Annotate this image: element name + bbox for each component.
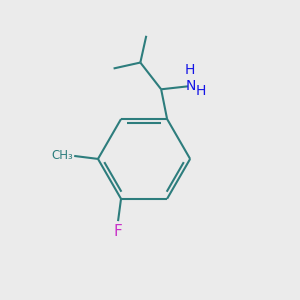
Text: H: H <box>184 63 195 77</box>
Text: N: N <box>186 79 196 93</box>
Text: H: H <box>196 84 206 98</box>
Text: CH₃: CH₃ <box>51 149 73 162</box>
Text: F: F <box>114 224 122 239</box>
